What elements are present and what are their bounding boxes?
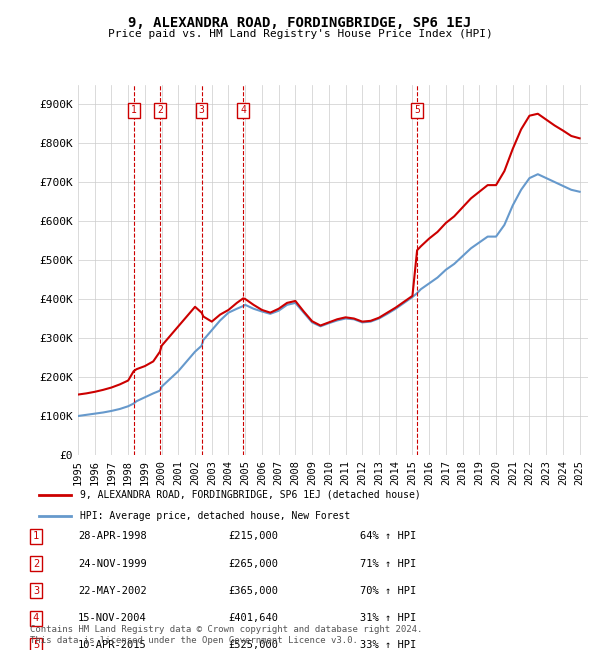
Text: 2: 2 [157,105,163,116]
Text: £401,640: £401,640 [228,613,278,623]
Text: 28-APR-1998: 28-APR-1998 [78,531,147,541]
Text: HPI: Average price, detached house, New Forest: HPI: Average price, detached house, New … [79,511,350,521]
Text: £525,000: £525,000 [228,640,278,650]
Text: 24-NOV-1999: 24-NOV-1999 [78,558,147,569]
Text: 10-APR-2015: 10-APR-2015 [78,640,147,650]
Text: 5: 5 [414,105,420,116]
Text: Price paid vs. HM Land Registry's House Price Index (HPI): Price paid vs. HM Land Registry's House … [107,29,493,39]
Text: 70% ↑ HPI: 70% ↑ HPI [360,586,416,596]
Text: 3: 3 [199,105,205,116]
Text: 2: 2 [33,558,39,569]
Text: £215,000: £215,000 [228,531,278,541]
Text: Contains HM Land Registry data © Crown copyright and database right 2024.
This d: Contains HM Land Registry data © Crown c… [30,625,422,645]
Text: 9, ALEXANDRA ROAD, FORDINGBRIDGE, SP6 1EJ: 9, ALEXANDRA ROAD, FORDINGBRIDGE, SP6 1E… [128,16,472,31]
Text: £265,000: £265,000 [228,558,278,569]
Text: 4: 4 [33,613,39,623]
Text: 31% ↑ HPI: 31% ↑ HPI [360,613,416,623]
Text: 15-NOV-2004: 15-NOV-2004 [78,613,147,623]
Text: £365,000: £365,000 [228,586,278,596]
Text: 33% ↑ HPI: 33% ↑ HPI [360,640,416,650]
Text: 5: 5 [33,640,39,650]
Text: 3: 3 [33,586,39,596]
Text: 64% ↑ HPI: 64% ↑ HPI [360,531,416,541]
Text: 4: 4 [240,105,246,116]
Text: 22-MAY-2002: 22-MAY-2002 [78,586,147,596]
Text: 1: 1 [33,531,39,541]
Text: 9, ALEXANDRA ROAD, FORDINGBRIDGE, SP6 1EJ (detached house): 9, ALEXANDRA ROAD, FORDINGBRIDGE, SP6 1E… [79,489,420,500]
Text: 1: 1 [131,105,137,116]
Text: 71% ↑ HPI: 71% ↑ HPI [360,558,416,569]
